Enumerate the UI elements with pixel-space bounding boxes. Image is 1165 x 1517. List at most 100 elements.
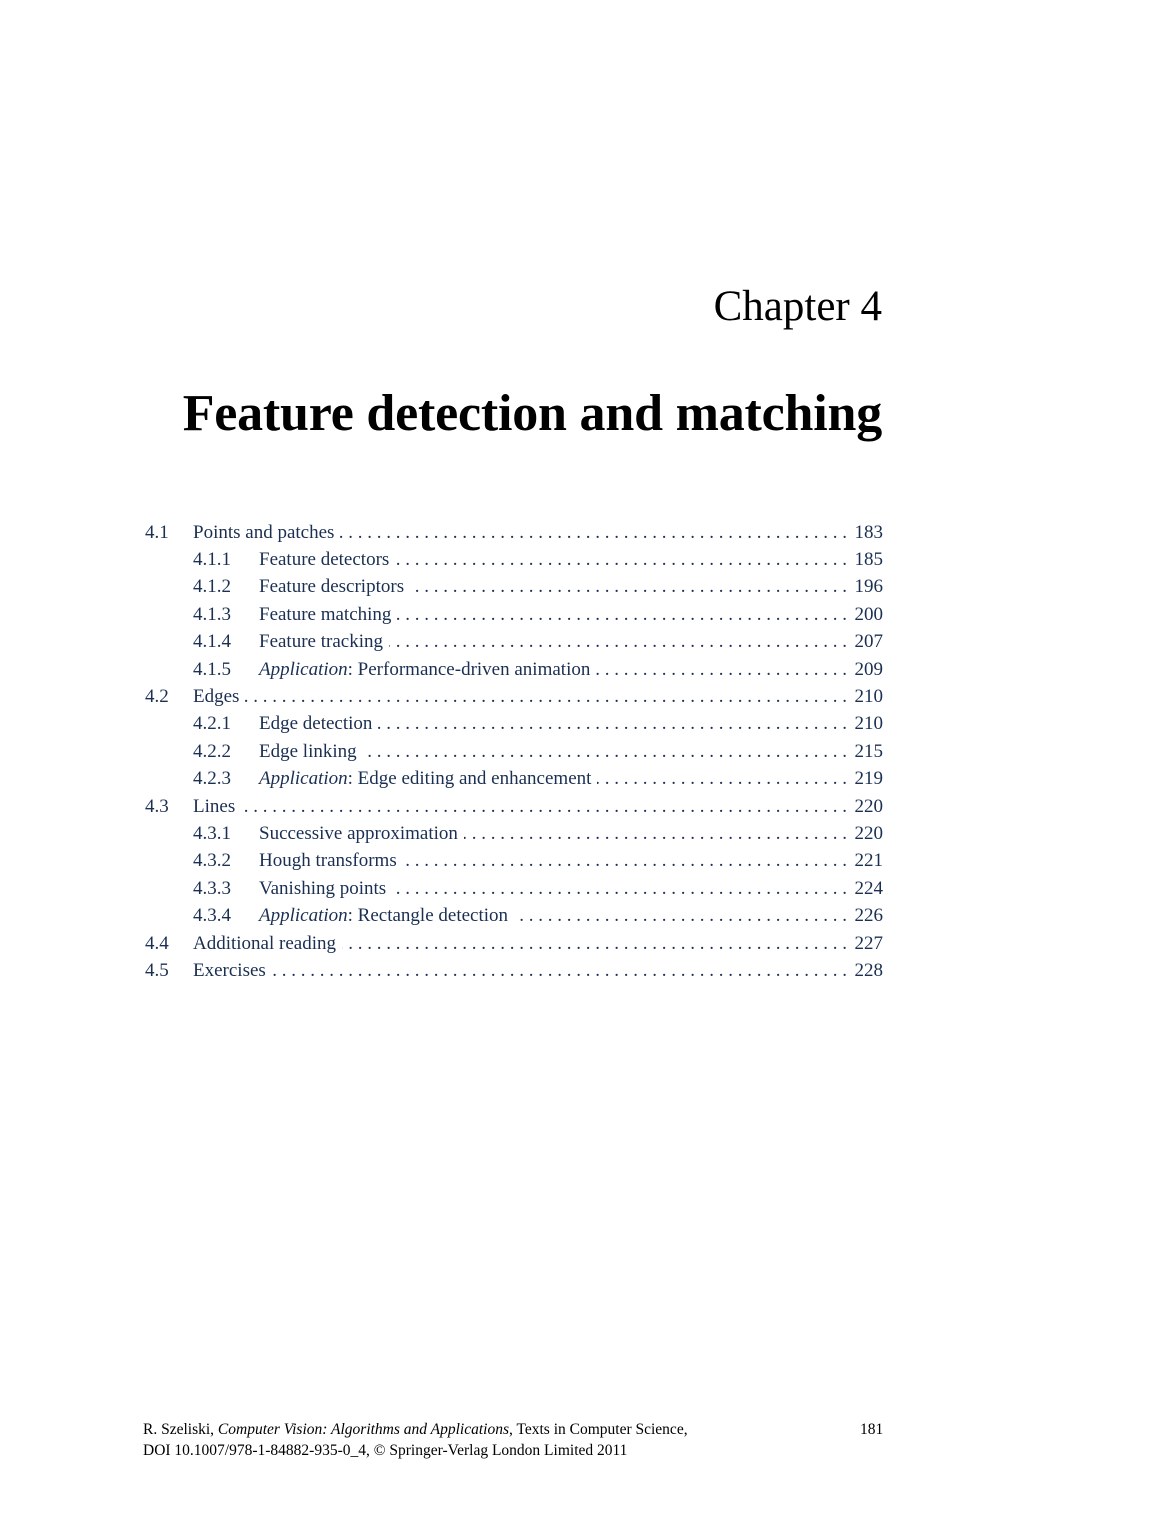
toc-dot-leader: . . . . . . . . . . . . . . . . . . . . … <box>378 713 847 735</box>
toc-entry-title-text: Feature descriptors <box>259 576 405 598</box>
toc-entry-title-text: Vanishing points <box>259 877 387 899</box>
toc-section-entry[interactable]: 4.4 Additional reading . . . . . . . . . … <box>145 930 883 957</box>
toc-dot-leader: . . . . . . . . . . . . . . . . . . . . … <box>514 905 847 927</box>
toc-dot-leader: . . . . . . . . . . . . . . . . . . . . … <box>464 822 847 844</box>
toc-entry-title[interactable]: Edges <box>193 686 245 708</box>
page-number: 181 <box>860 1421 884 1438</box>
toc-entry-number: 4.5 <box>145 959 169 981</box>
toc-entry-number: 4.3.2 <box>193 850 231 872</box>
toc-entry-title[interactable]: Edge linking <box>259 741 363 763</box>
footer: R. Szeliski, Computer Vision: Algorithms… <box>143 1419 883 1461</box>
toc-subsection-entry[interactable]: 4.1.3 Feature matching . . . . . . . . . … <box>145 601 883 628</box>
toc-entry-number: 4.3.4 <box>193 905 231 927</box>
toc-entry-title-text: Successive approximation <box>259 822 458 844</box>
toc-section-entry[interactable]: 4.3 Lines . . . . . . . . . . . . . . . .… <box>145 793 883 820</box>
toc-subsection-entry[interactable]: 4.1.2 Feature descriptors . . . . . . . .… <box>145 574 883 601</box>
toc-entry-title[interactable]: Lines <box>193 796 241 818</box>
toc-entry-title[interactable]: Application: Rectangle detection <box>259 905 514 927</box>
toc-entry-page[interactable]: 224 <box>854 877 884 899</box>
toc-entry-title[interactable]: Hough transforms <box>259 850 403 872</box>
toc-entry-page[interactable]: 215 <box>854 740 884 762</box>
toc-entry-title[interactable]: Successive approximation <box>259 823 464 845</box>
toc-entry-title[interactable]: Feature detectors <box>259 549 395 571</box>
toc-dot-leader: . . . . . . . . . . . . . . . . . . . . … <box>395 549 847 571</box>
toc-subsection-entry[interactable]: 4.3.4 Application: Rectangle detection . … <box>145 902 883 929</box>
toc-entry-page[interactable]: 226 <box>854 905 884 927</box>
toc-entry-page[interactable]: 221 <box>854 850 884 872</box>
toc-dot-leader: . . . . . . . . . . . . . . . . . . . . … <box>410 576 847 598</box>
toc-entry-page[interactable]: 220 <box>854 795 884 817</box>
toc-entry-title-text: Additional reading <box>193 932 336 954</box>
toc-entry-page[interactable]: 219 <box>854 768 884 790</box>
toc-entry-title-text: Lines <box>193 795 236 817</box>
toc-subsection-entry[interactable]: 4.2.1 Edge detection . . . . . . . . . . … <box>145 711 883 738</box>
toc-entry-page[interactable]: 196 <box>854 576 884 598</box>
toc-entry-number: 4.1.5 <box>193 658 231 680</box>
toc-dot-leader: . . . . . . . . . . . . . . . . . . . . … <box>403 850 847 872</box>
footer-book-title: Computer Vision: Algorithms and Applicat… <box>217 1421 509 1438</box>
toc-section-entry[interactable]: 4.5 Exercises . . . . . . . . . . . . . .… <box>145 957 883 984</box>
toc-entry-page[interactable]: 210 <box>854 686 884 708</box>
toc-dot-leader: . . . . . . . . . . . . . . . . . . . . … <box>245 686 847 708</box>
toc-subsection-entry[interactable]: 4.3.3 Vanishing points . . . . . . . . . … <box>145 875 883 902</box>
toc-entry-title-text: Feature tracking <box>259 631 383 653</box>
toc-subsection-entry[interactable]: 4.3.1 Successive approximation . . . . . … <box>145 820 883 847</box>
toc-subsection-entry[interactable]: 4.1.5 Application: Performance-driven ani… <box>145 656 883 683</box>
toc-entry-page[interactable]: 200 <box>854 603 884 625</box>
toc-entry-number: 4.3.1 <box>193 822 231 844</box>
toc-entry-page[interactable]: 210 <box>854 713 884 735</box>
toc-entry-page[interactable]: 228 <box>854 959 884 981</box>
footer-series: , Texts in Computer Science, <box>509 1421 688 1438</box>
toc-dot-leader: . . . . . . . . . . . . . . . . . . . . … <box>342 932 847 954</box>
toc-entry-page[interactable]: 209 <box>854 658 884 680</box>
toc-entry-page[interactable]: 207 <box>854 631 884 653</box>
toc-subsection-entry[interactable]: 4.1.1 Feature detectors . . . . . . . . .… <box>145 546 883 573</box>
toc-dot-leader: . . . . . . . . . . . . . . . . . . . . … <box>389 631 847 653</box>
toc-entry-number: 4.1.3 <box>193 603 231 625</box>
toc-entry-number: 4.2.2 <box>193 740 231 762</box>
toc-entry-title-prefix: Application <box>259 905 348 927</box>
toc-section-entry[interactable]: 4.1 Points and patches . . . . . . . . . … <box>145 519 883 546</box>
toc-entry-page[interactable]: 227 <box>854 932 884 954</box>
toc-entry-title[interactable]: Additional reading <box>193 933 342 955</box>
toc-entry-number: 4.4 <box>145 932 169 954</box>
toc-dot-leader: . . . . . . . . . . . . . . . . . . . . … <box>596 658 847 680</box>
toc-entry-title[interactable]: Feature matching <box>259 604 397 626</box>
toc-entry-number: 4.1 <box>145 521 169 543</box>
footer-citation-line: R. Szeliski, Computer Vision: Algorithms… <box>143 1419 883 1440</box>
toc-dot-leader: . . . . . . . . . . . . . . . . . . . . … <box>597 768 847 790</box>
toc-entry-page[interactable]: 185 <box>854 549 884 571</box>
toc-entry-number: 4.3 <box>145 795 169 817</box>
toc-entry-title-prefix: Application <box>259 658 348 680</box>
toc-subsection-entry[interactable]: 4.1.4 Feature tracking . . . . . . . . . … <box>145 629 883 656</box>
toc-entry-title[interactable]: Feature tracking <box>259 631 389 653</box>
toc-entry-page[interactable]: 220 <box>854 822 884 844</box>
toc-entry-number: 4.1.2 <box>193 576 231 598</box>
toc-dot-leader: . . . . . . . . . . . . . . . . . . . . … <box>392 877 847 899</box>
toc-entry-page[interactable]: 183 <box>854 521 884 543</box>
table-of-contents: 4.1 Points and patches . . . . . . . . . … <box>145 519 883 985</box>
toc-entry-title-text: : Performance-driven animation <box>347 658 591 680</box>
toc-section-entry[interactable]: 4.2 Edges . . . . . . . . . . . . . . . .… <box>145 683 883 710</box>
toc-entry-title-text: Hough transforms <box>259 850 397 872</box>
toc-entry-title-text: Edge linking <box>259 740 357 762</box>
toc-subsection-entry[interactable]: 4.2.3 Application: Edge editing and enhan… <box>145 766 883 793</box>
toc-subsection-entry[interactable]: 4.2.2 Edge linking . . . . . . . . . . . … <box>145 738 883 765</box>
toc-dot-leader: . . . . . . . . . . . . . . . . . . . . … <box>241 795 847 817</box>
toc-entry-title[interactable]: Application: Performance-driven animatio… <box>259 659 596 681</box>
toc-entry-number: 4.2.3 <box>193 768 231 790</box>
toc-entry-title[interactable]: Application: Edge editing and enhancemen… <box>259 768 597 790</box>
toc-entry-title-prefix: Application <box>259 768 348 790</box>
toc-entry-title[interactable]: Vanishing points <box>259 878 392 900</box>
toc-dot-leader: . . . . . . . . . . . . . . . . . . . . … <box>363 740 847 762</box>
toc-entry-title-text: Points and patches <box>193 521 335 543</box>
toc-subsection-entry[interactable]: 4.3.2 Hough transforms . . . . . . . . . … <box>145 848 883 875</box>
toc-entry-title[interactable]: Exercises <box>193 960 272 982</box>
toc-entry-title[interactable]: Feature descriptors <box>259 576 410 598</box>
toc-entry-title-text: Feature matching <box>259 603 392 625</box>
toc-dot-leader: . . . . . . . . . . . . . . . . . . . . … <box>397 603 847 625</box>
toc-entry-title-text: Feature detectors <box>259 549 390 571</box>
toc-entry-title[interactable]: Edge detection <box>259 713 378 735</box>
toc-entry-title[interactable]: Points and patches <box>193 522 340 544</box>
chapter-title: Feature detection and matching <box>182 385 883 442</box>
